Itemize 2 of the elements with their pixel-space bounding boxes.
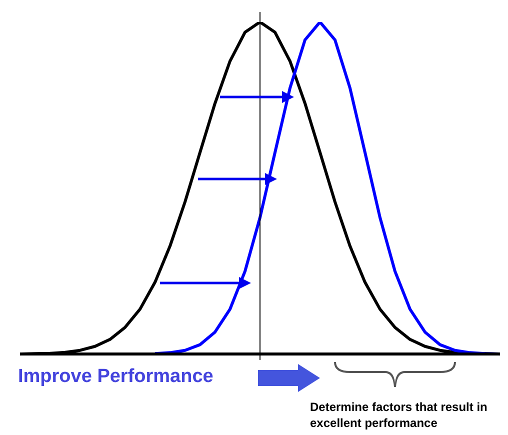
text: Improve Performance bbox=[18, 366, 214, 388]
text: Determine factors that result in excellent performance bbox=[310, 399, 488, 431]
